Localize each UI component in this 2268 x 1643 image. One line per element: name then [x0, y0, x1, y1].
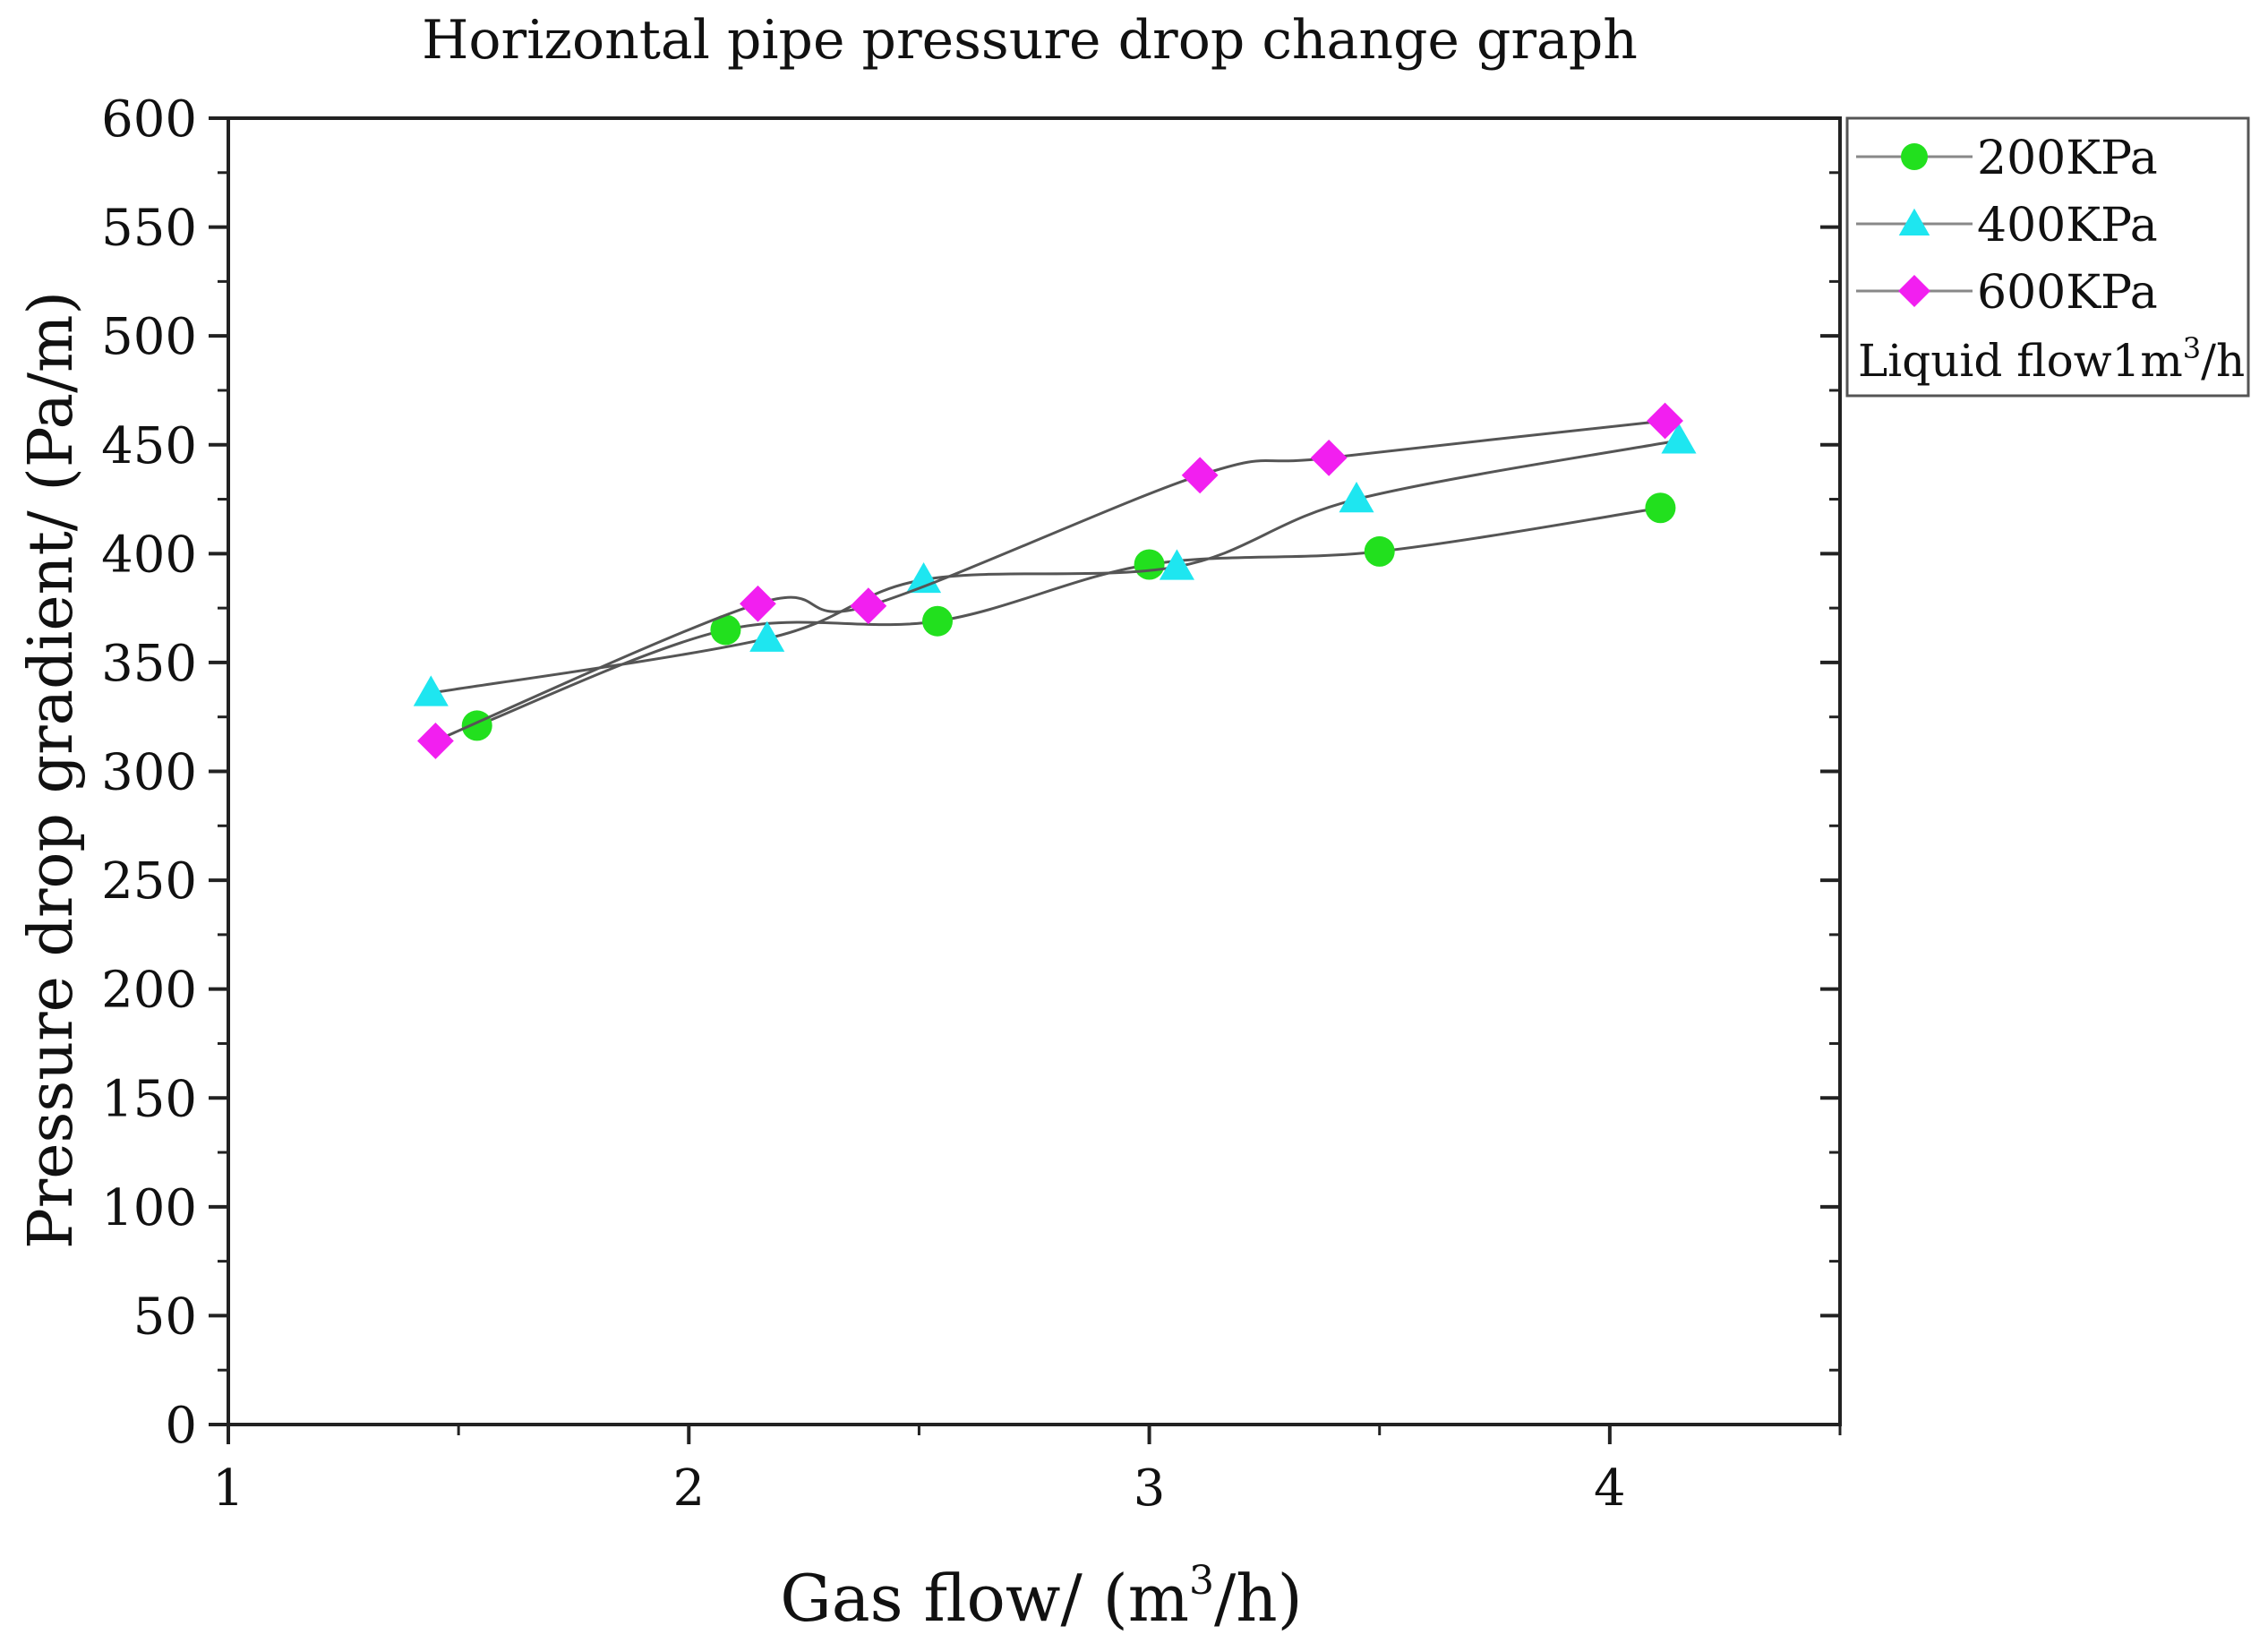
data-point	[1365, 536, 1395, 567]
chart-title: Horizontal pipe pressure drop change gra…	[422, 9, 1638, 72]
x-tick-label: 1	[212, 1459, 244, 1518]
series-400KPa	[414, 423, 1697, 706]
y-tick-label: 400	[101, 526, 197, 584]
data-point	[922, 606, 953, 637]
x-axis-label-sup: 3	[1189, 1558, 1214, 1604]
data-point	[1134, 549, 1165, 579]
series-line	[477, 508, 1661, 725]
plot-area-frame	[228, 118, 1840, 1425]
series-line	[431, 441, 1679, 693]
y-axis: 0 50 100 150 200 250 300 350 400 450 500 550 600	[101, 90, 1840, 1455]
y-tick-label: 150	[101, 1070, 197, 1128]
y-tick-label: 600	[101, 90, 197, 149]
data-point	[1311, 440, 1348, 476]
chart: Horizontal pipe pressure drop change gra…	[0, 0, 2268, 1643]
legend-marker	[1901, 143, 1928, 170]
series-line	[435, 421, 1665, 740]
legend-label: 600KPa	[1977, 266, 2158, 320]
y-tick-label: 250	[101, 852, 197, 911]
series-600KPa	[417, 403, 1683, 759]
x-axis-label: Gas flow/ (m3/h)	[780, 1558, 1303, 1636]
data-point	[1182, 457, 1219, 493]
x-axis-label-tail: /h)	[1214, 1561, 1303, 1636]
data-point	[850, 587, 886, 624]
y-tick-label: 50	[133, 1288, 197, 1346]
legend-label: 200KPa	[1977, 132, 2158, 185]
x-tick-label: 3	[1134, 1459, 1166, 1518]
y-tick-label: 300	[101, 744, 197, 802]
x-tick-label: 2	[672, 1459, 705, 1518]
series-layer	[414, 403, 1697, 759]
series-200KPa	[462, 492, 1676, 740]
legend-note-main: Liquid flow1m	[1858, 335, 2183, 387]
data-point	[1645, 492, 1675, 523]
data-point	[417, 723, 454, 759]
y-tick-label: 450	[101, 417, 197, 475]
legend: 200KPa 400KPa 600KPa Liquid flow1m3/h	[1847, 118, 2248, 396]
x-tick-label: 4	[1594, 1459, 1626, 1518]
x-axis-label-main: Gas flow/ (m	[780, 1561, 1189, 1636]
y-tick-label: 350	[101, 635, 197, 693]
legend-note-tail: /h	[2201, 335, 2245, 387]
y-axis-label: Pressure drop gradient/ (Pa/m)	[16, 291, 87, 1249]
x-axis: 1 2 3 4	[212, 1425, 1840, 1518]
y-tick-label: 550	[101, 200, 197, 258]
y-tick-label: 200	[101, 962, 197, 1020]
data-point	[740, 586, 776, 622]
y-tick-label: 100	[101, 1179, 197, 1237]
y-tick-label: 500	[101, 308, 197, 366]
data-point	[462, 710, 492, 740]
legend-note-sup: 3	[2183, 331, 2201, 365]
legend-label: 400KPa	[1977, 199, 2158, 252]
y-tick-label: 0	[165, 1397, 197, 1455]
